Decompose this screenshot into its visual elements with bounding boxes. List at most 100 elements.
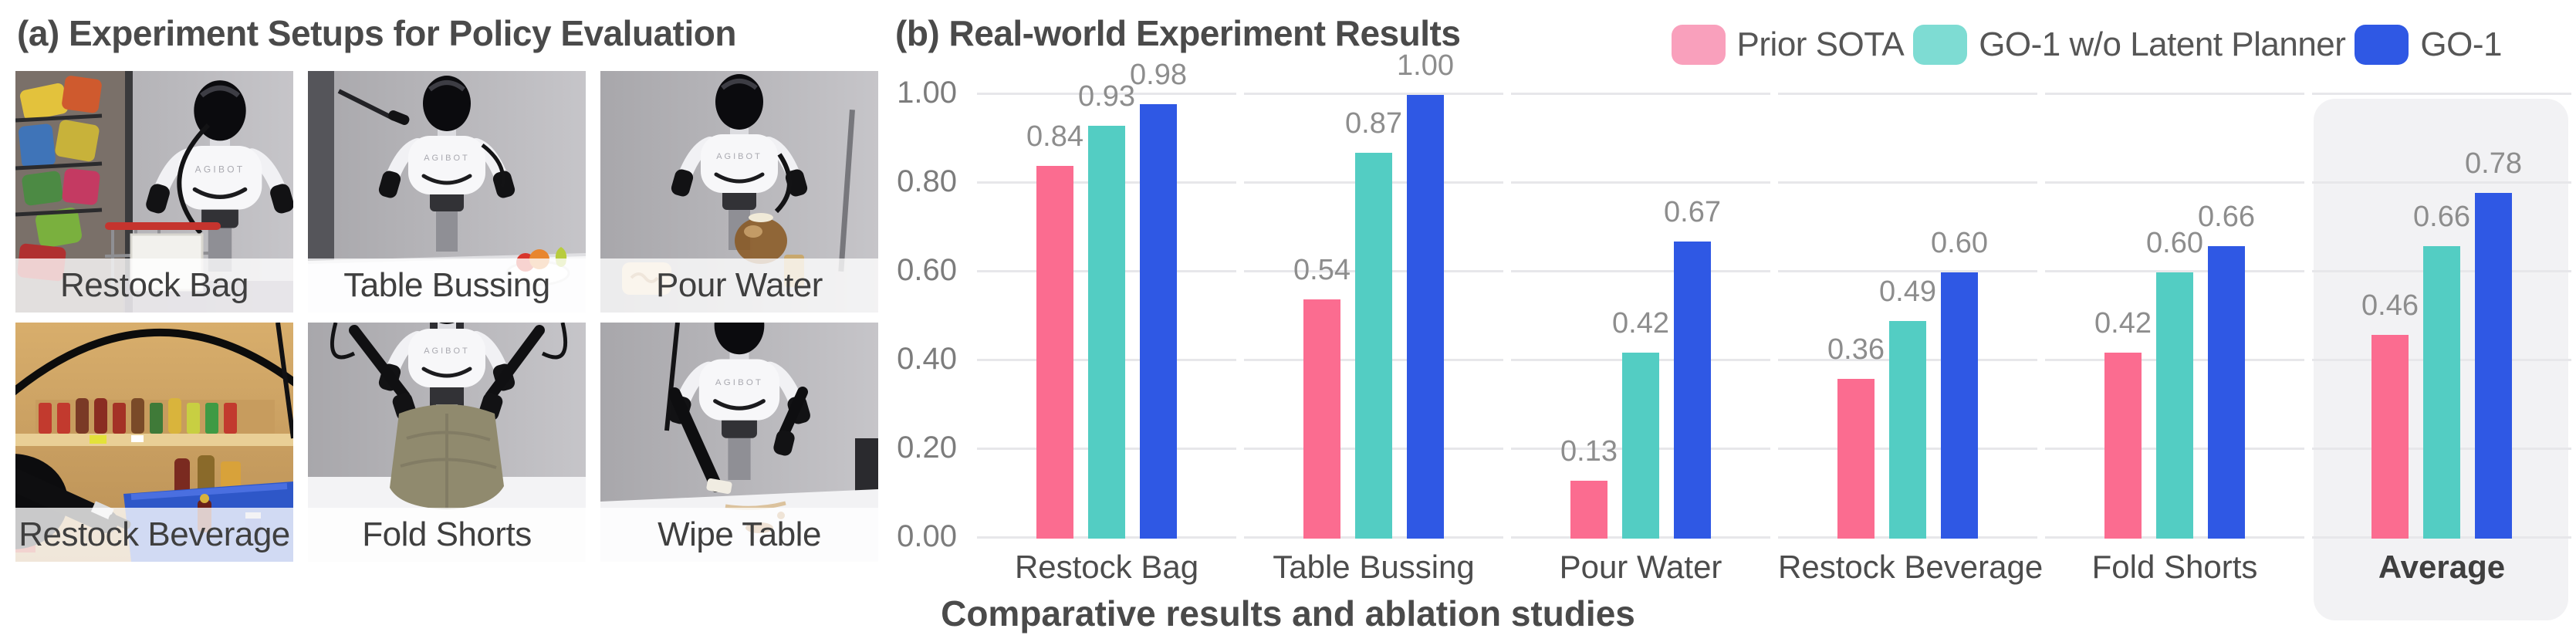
grid-panel: 0.36 0.49 0.60 — [1778, 93, 2037, 539]
bar-group: 0.54 0.87 1.00 — [1244, 49, 1503, 539]
bar-slot: 0.66 — [2198, 95, 2255, 539]
bar-go-1 — [1941, 272, 1978, 539]
bar-value-label: 0.66 — [2198, 200, 2255, 233]
bar-go-1-w-o-latent-planner — [1889, 321, 1926, 539]
category-label: Average — [2378, 549, 2506, 585]
legend-swatch-prior-sota — [1671, 25, 1726, 65]
photo-label: Restock Bag — [15, 258, 293, 313]
photo-restock-bag: Restock Bag — [15, 71, 293, 313]
bar-slot: 0.98 — [1130, 59, 1187, 539]
bar-value-label: 0.98 — [1130, 58, 1187, 91]
y-axis-tick-label: 0.40 — [897, 342, 957, 376]
bar-value-label: 0.13 — [1560, 435, 1618, 468]
bar-slot: 0.78 — [2465, 95, 2522, 539]
grid-panel: 0.84 0.93 0.98 — [977, 59, 1236, 539]
bar-group: 0.42 0.60 0.66 — [2045, 95, 2304, 539]
bar-go-1-w-o-latent-planner — [2423, 245, 2460, 539]
y-axis-tick-label: 0.80 — [897, 164, 957, 198]
photo-label: Fold Shorts — [308, 508, 586, 562]
bar-value-label: 0.84 — [1026, 120, 1083, 153]
bar-slot: 0.49 — [1879, 95, 1936, 539]
bar-prior-sota — [2104, 352, 2142, 539]
category-label: Pour Water — [1559, 549, 1722, 585]
bar-value-label: 0.36 — [1827, 333, 1885, 366]
panel-a-title: (a) Experiment Setups for Policy Evaluat… — [17, 13, 736, 53]
photo-label: Pour Water — [600, 258, 878, 313]
bar-go-1 — [1407, 95, 1444, 539]
photo-label: Wipe Table — [600, 508, 878, 562]
bar-group: 0.46 0.66 0.78 — [2312, 95, 2571, 539]
bar-value-label: 0.46 — [2361, 289, 2419, 322]
bar-group: 0.36 0.49 0.60 — [1778, 95, 2037, 539]
bar-slot: 0.84 — [1026, 95, 1083, 539]
bar-value-label: 0.49 — [1879, 275, 1936, 309]
legend-item-go-1: GO-1 — [2355, 25, 2502, 65]
bar-prior-sota — [1303, 299, 1340, 539]
bar-slot: 0.13 — [1560, 95, 1618, 539]
bar-value-label: 0.42 — [2094, 306, 2152, 340]
bar-slot: 0.42 — [2094, 95, 2152, 539]
bar-go-1 — [1674, 241, 1711, 539]
photo-pour-water: Pour Water — [600, 71, 878, 313]
bar-go-1 — [2208, 245, 2245, 539]
bar-slot: 0.66 — [2413, 95, 2470, 539]
bar-slot: 0.36 — [1827, 95, 1885, 539]
bar-value-label: 0.54 — [1293, 253, 1351, 286]
bar-prior-sota — [2371, 334, 2409, 539]
bar-slot: 0.42 — [1612, 95, 1669, 539]
y-axis-tick-label: 0.60 — [897, 253, 957, 287]
bar-slot: 0.46 — [2361, 95, 2419, 539]
grid-panel: 0.42 0.60 0.66 — [2045, 93, 2304, 539]
category-label: Table Bussing — [1273, 549, 1475, 585]
photo-table-bussing: Table Bussing — [308, 71, 586, 313]
bar-group: 0.84 0.93 0.98 — [977, 59, 1236, 539]
bar-value-label: 0.93 — [1078, 80, 1135, 113]
bar-go-1 — [2475, 192, 2512, 539]
bar-value-label: 0.78 — [2465, 147, 2522, 180]
bar-go-1-w-o-latent-planner — [1355, 152, 1392, 539]
legend-item-prior-sota: Prior SOTA — [1671, 25, 1905, 65]
bar-value-label: 0.60 — [2146, 227, 2203, 259]
figure-caption: Comparative results and ablation studies — [941, 593, 1635, 634]
photo-wipe-table: Wipe Table — [600, 323, 878, 562]
grid-panel: 0.13 0.42 0.67 — [1511, 93, 1770, 539]
y-axis-tick-label: 0.20 — [897, 431, 957, 465]
grid-panel: 0.54 0.87 1.00 — [1244, 49, 1503, 539]
chart-legend: Prior SOTA GO-1 w/o Latent Planner GO-1 — [1671, 25, 2502, 65]
y-axis-tick-label: 0.00 — [897, 519, 957, 553]
bar-value-label: 1.00 — [1397, 49, 1454, 82]
bar-prior-sota — [1036, 166, 1073, 539]
bar-group: 0.13 0.42 0.67 — [1511, 95, 1770, 539]
bar-prior-sota — [1837, 379, 1875, 539]
bar-value-label: 0.42 — [1612, 306, 1669, 340]
bar-value-label: 0.66 — [2413, 200, 2470, 233]
bar-slot: 1.00 — [1397, 49, 1454, 539]
panel-b-title: (b) Real-world Experiment Results — [895, 13, 1461, 53]
bar-value-label: 0.87 — [1345, 106, 1402, 140]
bar-go-1-w-o-latent-planner — [2156, 272, 2193, 539]
bar-value-label: 0.67 — [1664, 195, 1721, 228]
photo-fold-shorts: Fold Shorts — [308, 323, 586, 562]
category-label: Restock Bag — [1014, 549, 1199, 585]
legend-swatch-go-1 — [2355, 25, 2409, 65]
bar-go-1-w-o-latent-planner — [1088, 126, 1125, 539]
bar-prior-sota — [1570, 481, 1607, 539]
bar-slot: 0.67 — [1664, 95, 1721, 539]
legend-label: GO-1 — [2420, 25, 2502, 63]
legend-label: GO-1 w/o Latent Planner — [1979, 25, 2346, 63]
bar-slot: 0.93 — [1078, 80, 1135, 539]
photo-label: Restock Beverage — [15, 508, 293, 562]
photo-restock-beverage: Restock Beverage — [15, 323, 293, 562]
photo-label: Table Bussing — [308, 258, 586, 313]
bar-slot: 0.60 — [1931, 95, 1988, 539]
bar-slot: 0.60 — [2146, 95, 2203, 539]
bar-slot: 0.87 — [1345, 95, 1402, 539]
y-axis-tick-label: 1.00 — [897, 76, 957, 110]
legend-label: Prior SOTA — [1736, 25, 1905, 63]
bar-slot: 0.54 — [1293, 95, 1351, 539]
legend-item-go-1-w-o-latent-planner: GO-1 w/o Latent Planner — [1913, 25, 2346, 65]
legend-swatch-go-1-w-o-latent-planner — [1913, 25, 1968, 65]
grid-panel: 0.46 0.66 0.78 — [2312, 93, 2571, 539]
bar-value-label: 0.60 — [1931, 227, 1988, 259]
